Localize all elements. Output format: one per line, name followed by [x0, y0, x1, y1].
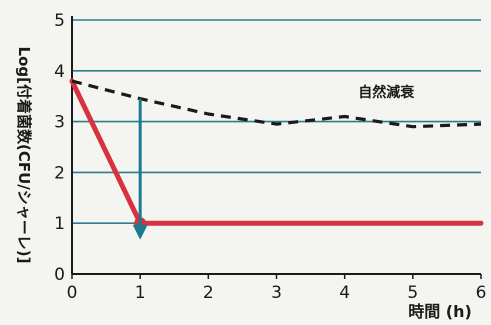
x-tick-label: 2 [203, 283, 214, 303]
x-tick-label: 0 [67, 283, 78, 303]
y-axis-label: Log[付着菌数(CFU/シャーレ)] [15, 47, 33, 264]
axes [71, 16, 482, 279]
x-tick-label: 1 [135, 283, 146, 303]
y-tick-label: 3 [54, 113, 65, 133]
x-tick-label: 4 [339, 283, 350, 303]
y-tick-label: 2 [54, 163, 65, 183]
natural-decay-line [71, 79, 482, 129]
gridlines [72, 19, 481, 224]
series: 自然減衰 [69, 78, 484, 230]
x-tick-label: 6 [476, 283, 487, 303]
series-label-natural-decay: 自然減衰 [358, 84, 415, 101]
y-tick-label: 5 [54, 11, 65, 31]
y-tick-label: 0 [54, 265, 65, 285]
x-axis-label: 時間 (h) [408, 302, 472, 321]
treated-line [69, 78, 484, 226]
x-tick-label: 5 [407, 283, 418, 303]
y-tick-label: 4 [54, 62, 65, 82]
y-tick-label: 1 [54, 214, 65, 234]
tick-labels: 0 1 2 3 4 5 0 1 2 3 4 5 6 [54, 11, 486, 303]
x-tick-label: 3 [271, 283, 282, 303]
